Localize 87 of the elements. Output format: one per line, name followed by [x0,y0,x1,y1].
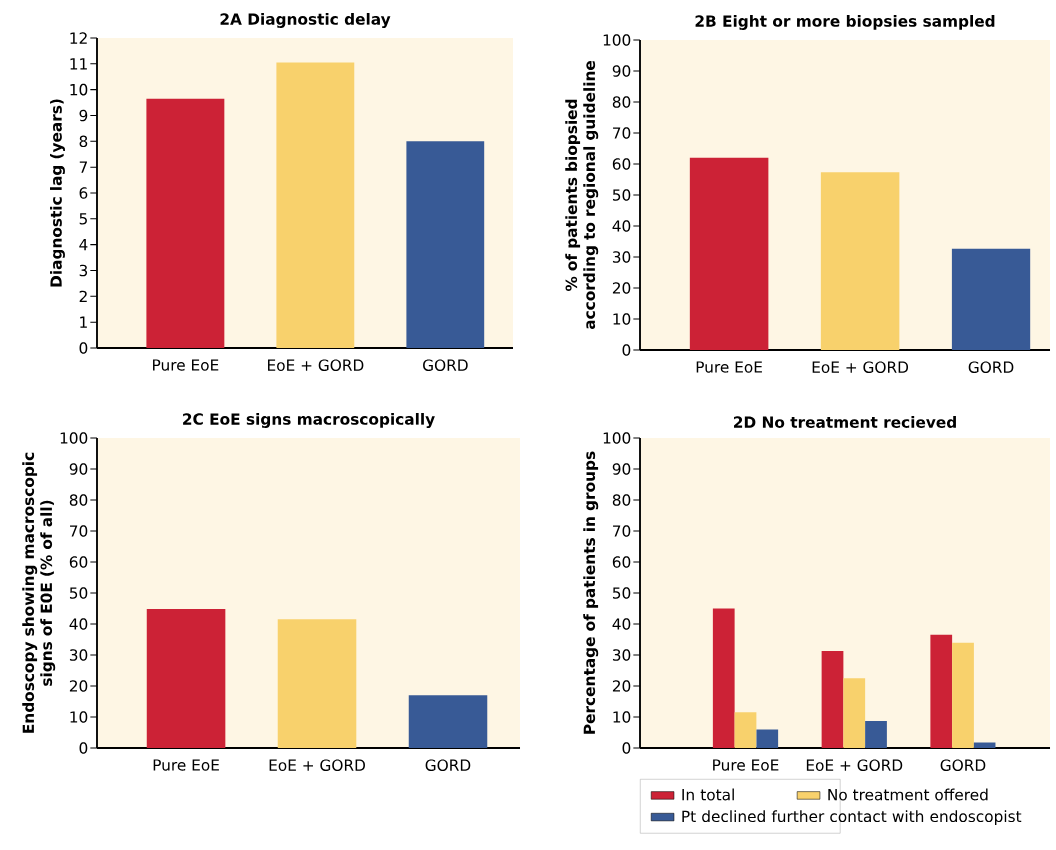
bar [408,695,488,748]
y-tick-label: 8 [79,135,88,148]
x-tick-label: GORD [425,759,471,771]
y-tick-label: 100 [603,432,631,444]
chart-title: 2D No treatment recieved [734,416,956,428]
chart-title: 2B Eight or more biopsies sampled [695,14,995,30]
x-tick-label: GORD [968,361,1014,373]
y-tick-label: 80 [69,494,88,506]
x-tick-label: EoE + GORD [806,759,903,771]
bar [951,248,1031,350]
y-tick-label: 70 [613,525,631,537]
y-tick-label: 50 [612,189,631,201]
x-tick-label: GORD [423,359,468,371]
bar [821,650,844,748]
y-tick-label: 90 [69,463,88,475]
y-tick-label: 20 [612,282,631,294]
legend-label: Pt declined further contact with endoscopist [682,810,1022,826]
bar [756,729,779,748]
y-tick-label: 90 [612,463,631,475]
y-tick-label: 5 [79,213,87,225]
y-tick-label: 100 [603,34,631,46]
x-tick-label: Pure EoE [713,759,779,771]
y-tick-label: 80 [612,96,631,108]
bar [406,141,485,348]
y-tick-label: 1 [80,316,87,328]
y-tick-label: 20 [612,680,631,692]
y-tick-label: 7 [79,161,87,173]
y-tick-label: 4 [79,239,88,251]
y-tick-label: 11 [70,58,87,70]
chart-title: 2A Diagnostic delay [220,12,391,28]
y-tick-label: 60 [612,158,631,170]
y-tick-label: 50 [612,587,631,599]
x-tick-label: EoE + GORD [812,361,909,373]
y-tick-label: 0 [79,342,88,354]
y-tick-label: 10 [613,711,631,723]
y-tick-label: 70 [70,525,88,537]
bar [973,742,996,748]
y-tick-label: 60 [612,556,631,568]
bar [734,712,757,748]
y-axis-title: Endoscopy showing macroscopic signs of E0E (% of all) [22,452,56,733]
y-axis-title: Percentage of patients in groups [583,451,599,734]
x-tick-label: Pure EoE [153,359,219,371]
bar [146,609,226,748]
x-tick-label: Pure EoE [696,361,762,373]
x-tick-label: GORD [940,759,986,771]
y-tick-label: 30 [612,649,631,661]
y-axis-title: % of patients biopsied according to regional guideline [565,60,599,330]
y-tick-label: 80 [612,494,631,506]
y-tick-label: 30 [612,251,631,263]
y-tick-label: 0 [79,742,88,754]
bar [820,172,900,350]
y-tick-label: 12 [70,32,87,44]
y-tick-label: 6 [79,187,88,199]
y-tick-label: 100 [60,432,88,444]
y-tick-label: 40 [69,618,88,630]
x-tick-label: Pure EoE [153,759,219,771]
y-tick-label: 10 [70,83,88,96]
chart-title: 2C EoE signs macroscopically [183,413,435,428]
y-tick-label: 70 [613,127,631,139]
bar [952,642,974,748]
bar [689,157,769,350]
y-tick-label: 40 [612,618,631,630]
bar [277,619,357,748]
legend-label: In total [682,788,734,801]
y-tick-label: 90 [612,65,631,77]
y-tick-label: 20 [69,680,88,692]
bar [930,634,953,748]
x-tick-label: EoE + GORD [269,759,365,771]
x-tick-label: EoE + GORD [268,359,364,371]
y-tick-label: 0 [622,344,631,356]
bar [865,721,887,748]
y-tick-label: 40 [612,220,631,232]
y-tick-label: 50 [69,587,88,599]
bar [276,62,355,348]
y-tick-label: 10 [613,313,631,325]
bar [712,608,735,748]
y-tick-label: 3 [79,264,88,277]
legend-label: No treatment offered [828,788,988,801]
y-tick-label: 30 [69,649,88,661]
y-tick-label: 60 [69,556,88,568]
bar [843,678,866,748]
bar [146,98,225,348]
y-tick-label: 10 [70,711,88,723]
y-axis-title: Diagnostic lag (years) [50,99,65,287]
y-tick-label: 9 [79,109,88,122]
y-tick-label: 2 [79,290,87,303]
y-tick-label: 0 [622,742,631,754]
